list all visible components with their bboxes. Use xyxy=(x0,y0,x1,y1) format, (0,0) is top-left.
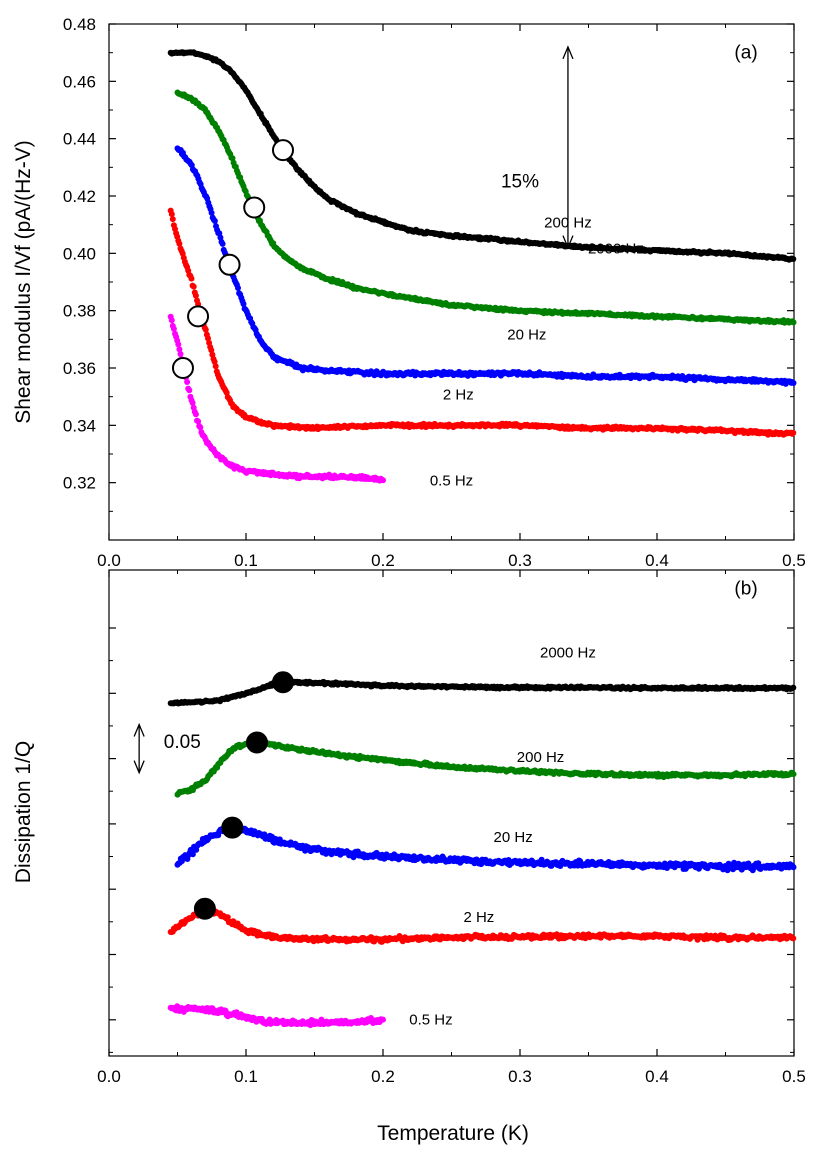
transition-marker xyxy=(271,139,294,162)
data-point xyxy=(790,864,797,871)
data-point xyxy=(175,341,182,348)
dissipation-peak-marker xyxy=(221,816,244,839)
series-label: 0.5 Hz xyxy=(430,473,473,490)
x-tick-label: 0.2 xyxy=(371,551,395,570)
data-point xyxy=(212,363,219,370)
transition-marker xyxy=(187,305,210,328)
data-point xyxy=(186,387,193,394)
data-point xyxy=(790,684,797,691)
panel-a-shear-modulus: 0.0 0.1 0.2 0.3 0.4 0.5 0.32 0.34 0.36 0.38 0.40 0.… xyxy=(12,15,806,570)
series-2-hz: 2 Hz xyxy=(167,897,797,945)
y-tick-label: 0.48 xyxy=(63,15,96,34)
data-point xyxy=(169,216,176,223)
data-point xyxy=(790,319,797,326)
y-tick-label: 0.40 xyxy=(63,244,96,263)
transition-marker xyxy=(218,253,241,276)
data-point xyxy=(219,240,226,247)
data-point xyxy=(380,477,386,484)
series-0-5-hz: 0.5 Hz xyxy=(167,313,473,490)
x-tick-label: 0.4 xyxy=(645,551,669,570)
y-tick-label: 0.34 xyxy=(63,416,96,435)
series-20-hz: 20 Hz xyxy=(174,816,797,874)
data-point xyxy=(192,411,199,418)
series-0-5-hz: 0.5 Hz xyxy=(167,1003,453,1028)
x-tick-label: 0.2 xyxy=(371,1067,395,1086)
series-20-hz: 20 Hz xyxy=(174,145,797,387)
series-label: 2 Hz xyxy=(443,387,474,404)
data-point xyxy=(790,256,797,262)
x-tick-label: 0.1 xyxy=(234,1067,258,1086)
data-point xyxy=(790,429,797,436)
data-point xyxy=(790,935,797,942)
y-tick-label: 0.36 xyxy=(63,359,96,378)
x-tick-label: 0.0 xyxy=(97,551,121,570)
x-tick-label: 0.1 xyxy=(234,551,258,570)
y-tick-label: 0.42 xyxy=(63,187,96,206)
series-label: 2 Hz xyxy=(463,909,494,926)
transition-marker xyxy=(171,357,194,379)
y-tick-label: 0.38 xyxy=(63,302,96,321)
data-point xyxy=(235,285,241,291)
x-tick-label: 0.0 xyxy=(97,1067,121,1086)
x-tick-label: 0.3 xyxy=(508,551,532,570)
series-label: 20 Hz xyxy=(507,326,546,343)
series-label: 200 Hz xyxy=(517,749,565,766)
series-label: 2000 Hz xyxy=(540,644,596,661)
panel-b-dissipation: 0.0 0.1 0.2 0.3 0.4 0.5 Dissipation 1/Q (b) 2000… xyxy=(12,569,806,1086)
x-tick-label: 0.4 xyxy=(645,1067,669,1086)
dissipation-peak-marker xyxy=(193,897,216,920)
data-point xyxy=(211,218,218,224)
transition-marker xyxy=(243,196,266,219)
series-200-hz: 200 Hz xyxy=(174,731,797,798)
x-tick-label: 0.3 xyxy=(508,1067,532,1086)
x-tick-label: 0.5 xyxy=(782,1067,806,1086)
y-axis-label: Shear modulus I/Vf (pA/(Hz-V) xyxy=(12,140,35,424)
series-2000-hz: 2000 Hz xyxy=(167,644,797,707)
data-point xyxy=(790,380,797,386)
series-label: 20 Hz xyxy=(494,829,533,846)
data-point xyxy=(177,351,184,357)
x-tick-label: 0.5 xyxy=(782,551,806,570)
panel-label: (a) xyxy=(734,42,757,63)
panel-label: (b) xyxy=(734,578,757,599)
plot-frame xyxy=(108,23,795,541)
data-point xyxy=(240,301,247,307)
plot-frame xyxy=(108,569,795,1057)
y-tick-label: 0.46 xyxy=(63,72,96,91)
series-label: 2000 Hz xyxy=(588,240,644,257)
data-point xyxy=(168,211,175,218)
data-point xyxy=(190,283,197,290)
data-point xyxy=(168,317,175,324)
scale-label: 15% xyxy=(501,171,539,192)
y-axis-label: Dissipation 1/Q xyxy=(12,741,35,883)
data-point xyxy=(184,379,191,385)
series-2000-hz: 2000 Hz xyxy=(167,49,797,263)
data-point xyxy=(790,771,797,778)
series-200-hz: 200 Hz xyxy=(174,89,797,326)
y-tick-label: 0.44 xyxy=(63,130,96,149)
dissipation-peak-marker xyxy=(271,671,294,694)
y-tick-label: 0.32 xyxy=(63,474,96,493)
dissipation-peak-marker xyxy=(245,731,268,754)
data-point xyxy=(188,275,195,282)
data-point xyxy=(208,209,215,216)
